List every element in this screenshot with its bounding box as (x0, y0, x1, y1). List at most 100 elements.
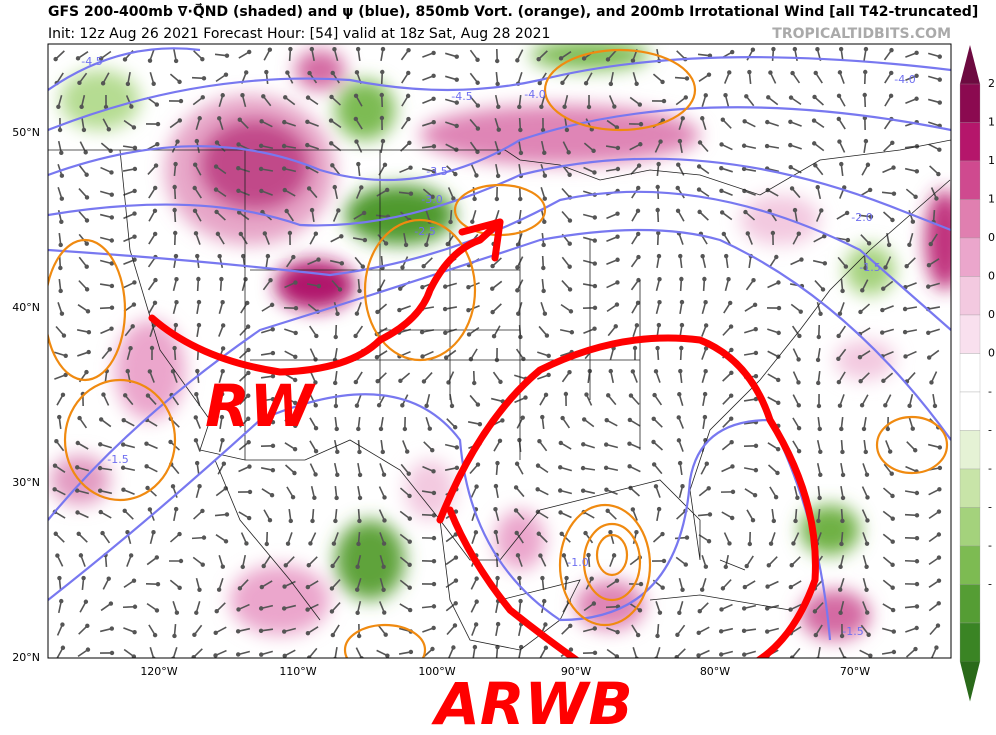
wind-arrow-head (660, 79, 665, 85)
wind-arrow-head (172, 345, 177, 351)
wind-arrow-head (936, 578, 942, 583)
wind-arrow-head (237, 586, 243, 591)
wind-arrow-head (604, 487, 609, 492)
wind-arrow-head (730, 464, 735, 469)
wind-arrow-head (537, 438, 542, 444)
wind-arrow-head (361, 210, 367, 216)
labels: 50°N 40°N 30°N 20°N 120°W 110°W 100°W 90°W 80°W 7… (12, 55, 915, 735)
wind-arrow-head (655, 345, 660, 351)
wind-arrow-head (768, 541, 774, 546)
wind-arrow-head (168, 439, 173, 445)
wind-arrow-head (408, 649, 414, 655)
wind-arrow-head (858, 378, 863, 384)
wind-arrow-head (55, 553, 60, 558)
wind-arrow-head (562, 104, 567, 110)
wind-arrow-head (108, 601, 114, 606)
wind-arrow-head (812, 609, 818, 614)
wind-arrow-head (936, 171, 941, 177)
wind-arrow-head (247, 489, 253, 495)
wind-arrow-head (109, 192, 114, 197)
wind-arrow-head (680, 116, 685, 121)
wind-arrow-head (634, 529, 639, 535)
wind-arrow-head (608, 81, 614, 87)
wind-arrow-head (703, 369, 708, 374)
wind-arrow-head (583, 530, 588, 536)
wind-arrow-head (557, 488, 563, 493)
wind-arrow-head (313, 403, 318, 408)
wind-arrow-head (890, 562, 895, 568)
wind-arrow-head (177, 585, 182, 590)
wind-arrow-head (703, 346, 709, 351)
wind-arrow-head (792, 46, 798, 52)
wind-arrow-head (653, 369, 659, 374)
wind-arrow-head (353, 333, 358, 339)
wind-arrow-head (407, 607, 413, 613)
wind-arrow-head (500, 418, 505, 423)
wind-arrow-head (475, 126, 481, 131)
wind-arrow-head (215, 231, 221, 237)
wind-arrow-head (132, 188, 137, 194)
wind-arrow-head (839, 541, 844, 547)
wind-arrow-head (153, 277, 158, 283)
wind-arrow-head (60, 622, 65, 627)
wind-arrow-head (379, 92, 384, 98)
wind-arrow-head (357, 518, 362, 524)
wind-arrow-head (81, 575, 86, 581)
wind-arrow-head (764, 143, 770, 149)
wind-arrow-head (543, 645, 549, 650)
wind-arrow-head (122, 57, 128, 62)
wind-arrow-head (359, 185, 364, 190)
wind-arrow-head (355, 587, 360, 592)
wind-arrow-head (356, 161, 361, 167)
wind-arrow-head (720, 117, 725, 122)
wind-arrow-head (238, 231, 244, 237)
wind-arrow-head (634, 323, 640, 328)
wind-arrow-head (865, 518, 870, 523)
wind-arrow-head (431, 625, 436, 631)
wind-arrow-head (109, 261, 115, 266)
wind-arrow-head (518, 598, 523, 604)
wind-arrow-head (354, 311, 360, 316)
wind-arrow-head (581, 442, 586, 447)
wind-arrow-head (776, 305, 782, 311)
wind-arrow-head (270, 327, 275, 332)
wind-arrow-head (515, 553, 521, 558)
wind-arrow-head (753, 327, 758, 332)
wind-arrow-head (454, 77, 459, 82)
wind-arrow-head (292, 446, 298, 452)
wind-arrow-head (173, 506, 179, 512)
colorbar-label: - (988, 462, 992, 475)
wind-arrow-head (592, 170, 597, 175)
wind-arrow-head (75, 465, 80, 470)
wind-arrow-head (246, 347, 251, 353)
wind-arrow-head (490, 309, 495, 315)
wind-arrow-head (766, 95, 771, 100)
wind-arrow-head (264, 69, 269, 75)
wind-arrow-head (472, 380, 477, 386)
wind-arrow-head (815, 47, 820, 52)
wind-arrow-head (132, 234, 137, 239)
wind-arrow-head (789, 655, 795, 658)
wind-arrow-head (101, 392, 106, 397)
wind-arrow-head (934, 196, 939, 201)
wind-arrow-head (474, 484, 479, 489)
wind-arrow-head (147, 369, 153, 374)
wind-arrow-head (98, 417, 104, 422)
wind-arrow-head (57, 127, 63, 133)
wind-arrow-head (83, 599, 89, 604)
wind-arrow-head (865, 162, 871, 167)
wind-arrow-head (702, 391, 708, 397)
colorbar-label: 2 (988, 77, 995, 90)
wind-arrow-head (795, 495, 800, 501)
wind-arrow-head (147, 507, 153, 512)
wind-arrow-head (243, 277, 248, 282)
wind-arrow-head (151, 81, 156, 86)
wind-arrow-head (881, 378, 886, 384)
wind-arrow-head (490, 263, 495, 269)
wind-arrow-head (379, 115, 385, 121)
wind-arrow-head (592, 283, 598, 289)
wind-arrow-head (151, 529, 156, 535)
wind-arrow-head (245, 324, 251, 329)
wind-arrow-head (719, 210, 725, 215)
wind-arrow-head (703, 93, 708, 98)
